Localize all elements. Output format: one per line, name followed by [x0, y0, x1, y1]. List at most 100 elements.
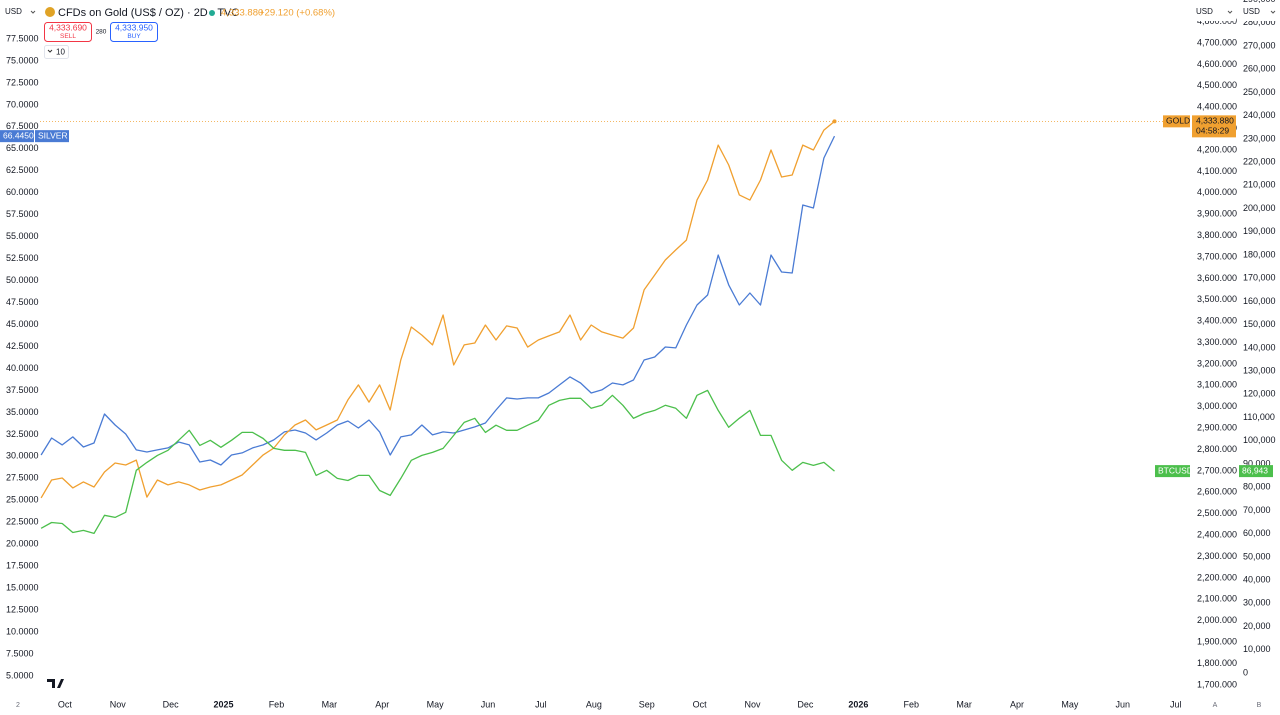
right-axis-tick-label: 0: [1243, 667, 1248, 677]
left-axis-tick-label: 75.0000: [6, 55, 39, 65]
left-axis-tick-label: 17.5000: [6, 561, 39, 571]
right-axis-tick-label: 260,000: [1243, 64, 1276, 74]
left-axis-tick-label: 50.0000: [6, 275, 39, 285]
right-axis-tick-label: 220,000: [1243, 157, 1276, 167]
left-axis-tick-label: 25.0000: [6, 495, 39, 505]
left-axis-tick-label: 47.5000: [6, 297, 39, 307]
market-status: [209, 10, 215, 16]
left-axis-tick-label: 42.5000: [6, 341, 39, 351]
currency: USD: [5, 7, 22, 16]
right-axis-tick-label: 10,000: [1243, 644, 1271, 654]
mid-axis-tick-label: 4,000.000: [1197, 187, 1237, 197]
right-axis-tick-label: 100,000: [1243, 435, 1276, 445]
currency-button[interactable]: [0, 3, 38, 21]
right-axis-tick-label: 170,000: [1243, 273, 1276, 283]
mid-axis-tick-label: 4,500.000: [1197, 80, 1237, 90]
last-value-box: [1239, 465, 1273, 478]
mid-axis-tick-label: 2,000.000: [1197, 615, 1237, 625]
x-tick-label: Jun: [1116, 699, 1131, 709]
right-axis-tick-label: 40,000: [1243, 574, 1271, 584]
sell-label: SELL: [60, 33, 76, 40]
left-axis-tick-label: 35.0000: [6, 407, 39, 417]
right-axis-tick-label: 190,000: [1243, 226, 1276, 236]
right-currency-2: USD: [1243, 7, 1260, 16]
indicators-toggle[interactable]: [44, 45, 69, 59]
tradingview-logo[interactable]: [47, 679, 64, 688]
auto-scale-button[interactable]: A: [1213, 702, 1218, 709]
right-axis-tick-label: 270,000: [1243, 40, 1276, 50]
dropdown-icon: [1227, 10, 1233, 14]
mid-axis-tick-label: 1,900.000: [1197, 637, 1237, 647]
mid-axis-tick-label: 2,900.000: [1197, 423, 1237, 433]
series-tag-label: GOLD: [1166, 116, 1190, 126]
x-tick-label: Sep: [639, 699, 655, 709]
overlay: USD CFDs on Gold (US$ / OZ) · 2D · TVC 4…: [0, 3, 1280, 709]
sell-button[interactable]: [44, 22, 92, 42]
symbol-title: CFDs on Gold (US$ / OZ) · 2D · TVC: [58, 7, 239, 19]
right-axis-tick-label: 30,000: [1243, 598, 1271, 608]
x-tick-label: May: [1061, 699, 1079, 709]
left-axis-tick-label: 30.0000: [6, 451, 39, 461]
mid-axis-tick-label: 3,000.000: [1197, 401, 1237, 411]
right-currency-button-2[interactable]: [1239, 3, 1280, 21]
scale-button[interactable]: B: [1257, 702, 1262, 709]
left-axis-tick-label: 72.5000: [6, 77, 39, 87]
right-axis-tick-label: 160,000: [1243, 296, 1276, 306]
series-tag: [35, 130, 69, 143]
x-tick-label: 2025: [214, 699, 234, 709]
mid-axis-tick-label: 2,600.000: [1197, 487, 1237, 497]
x-tick-label: Feb: [269, 699, 285, 709]
right-axis-tick-label: 60,000: [1243, 528, 1271, 538]
x-tick-label: Oct: [58, 699, 73, 709]
left-axis-tick-label: 65.0000: [6, 143, 39, 153]
right-axis-tick-label: 140,000: [1243, 342, 1276, 352]
mid-axis-tick-label: 4,700.000: [1197, 37, 1237, 47]
mid-axis-tick-label: 3,700.000: [1197, 251, 1237, 261]
sell-price: 4,333.690: [49, 22, 87, 32]
last-value-label: 66.4450: [3, 130, 34, 140]
left-axis-tick-label: 55.0000: [6, 231, 39, 241]
x-tick-label: Jun: [481, 699, 496, 709]
price: 4,333.880: [221, 8, 263, 19]
left-axis-tick-label: 45.0000: [6, 319, 39, 329]
right-axis-tick-label: 130,000: [1243, 366, 1276, 376]
right-currency-1: USD: [1196, 7, 1213, 16]
mid-axis-tick-label: 1,700.000: [1197, 679, 1237, 689]
mid-axis-tick-label: 2,500.000: [1197, 508, 1237, 518]
left-axis-tick-label: 60.0000: [6, 187, 39, 197]
x-tick-label: Nov: [110, 699, 127, 709]
chevron-icon: [47, 49, 53, 53]
mid-axis-tick-label: 3,800.000: [1197, 230, 1237, 240]
x-tick-label: Apr: [375, 699, 389, 709]
buy-label: BUY: [127, 33, 141, 40]
mid-axis-tick-label: 1,800.000: [1197, 658, 1237, 668]
x-tick-label: Apr: [1010, 699, 1024, 709]
x-tick-label: Jul: [535, 699, 547, 709]
right-axis-tick-label: 110,000: [1243, 412, 1275, 422]
series-tag-label: SILVER: [38, 130, 68, 140]
last-value-box: [0, 130, 34, 143]
mid-axis-tick-label: 2,300.000: [1197, 551, 1237, 561]
right-currency-button-1[interactable]: [1192, 3, 1236, 21]
left-axis-tick-label: 20.0000: [6, 539, 39, 549]
series-tag-label: BTCUSD: [1158, 465, 1193, 475]
left-axis-tick-label: 77.5000: [6, 33, 39, 43]
dropdown-icon: [30, 10, 36, 14]
mid-axis-tick-label: 4,600.000: [1197, 59, 1237, 69]
last-value-label: 86,943: [1242, 465, 1268, 475]
series-line: [40, 120, 835, 499]
right-axis-tick-label: 230,000: [1243, 133, 1276, 143]
mid-axis-tick-label: 2,700.000: [1197, 465, 1237, 475]
right-axis-tick-label: 90,000: [1243, 458, 1271, 468]
left-axis-tick-label: 5.0000: [6, 670, 34, 680]
x-tick-label: Dec: [797, 699, 814, 709]
series-line: [40, 389, 835, 535]
x-tick-label: Aug: [586, 699, 602, 709]
price-change: +29.120 (+0.68%): [259, 8, 335, 19]
mid-axis-tick-label: 3,900.000: [1197, 209, 1237, 219]
buy-button[interactable]: [110, 22, 158, 42]
right-axis-tick-label: 70,000: [1243, 505, 1271, 515]
